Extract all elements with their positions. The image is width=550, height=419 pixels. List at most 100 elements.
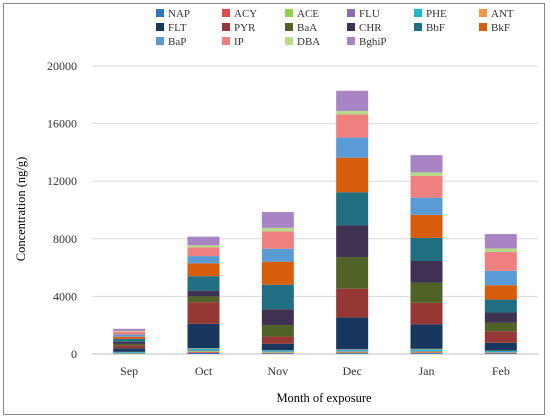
- y-tick-label: 16000: [47, 117, 77, 131]
- legend-swatch: [156, 23, 164, 31]
- x-tick-labels: Sep Oct Nov Dec Jan Feb: [120, 364, 510, 378]
- bar-segment-ace-dec: [336, 351, 369, 353]
- bar-segment-ip-oct: [187, 247, 220, 257]
- bar-segment-nap-jan: [410, 353, 443, 354]
- bar-segment-acy-dec: [336, 352, 369, 354]
- legend-item-flt: FLT: [156, 22, 187, 34]
- legend-swatch: [156, 37, 164, 45]
- legend-swatch: [285, 23, 293, 31]
- bar-segment-phe-feb: [484, 350, 517, 353]
- bar-segment-flt-jan: [410, 324, 443, 349]
- legend-swatch: [479, 9, 487, 17]
- bar-segment-chr-oct: [187, 290, 220, 297]
- legend-item-ip: IP: [222, 36, 244, 48]
- bar-segment-flt-feb: [484, 342, 517, 351]
- legend-label: ACE: [297, 8, 319, 20]
- bar-segment-flu-jan: [410, 350, 443, 352]
- legend-item-flu: FLU: [347, 8, 380, 20]
- bar-segment-pyr-nov: [261, 336, 294, 344]
- bar-segment-bap-dec: [336, 137, 369, 158]
- x-tick-label: Dec: [343, 364, 362, 378]
- bar-segment-acy-oct: [187, 351, 220, 353]
- legend-swatch: [285, 37, 293, 45]
- legend-label: BbF: [426, 22, 445, 34]
- legend-swatch: [222, 37, 230, 45]
- bar-segment-dba-dec: [336, 110, 369, 115]
- bar-segment-baa-dec: [336, 257, 369, 289]
- legend-item-nap: NAP: [156, 8, 190, 20]
- legend-label: ANT: [491, 8, 514, 20]
- legend-swatch: [479, 23, 487, 31]
- legend-swatch: [285, 9, 293, 17]
- legend-item-ant: ANT: [479, 8, 514, 20]
- bar-segment-ip-jan: [410, 176, 443, 198]
- bar-segment-bap-jan: [410, 197, 443, 215]
- legend-item-bghip: BghiP: [347, 36, 387, 48]
- bar-segment-dba-nov: [261, 227, 294, 232]
- bar-segment-bbf-jan: [410, 237, 443, 261]
- bar-segment-bghip-nov: [261, 212, 294, 228]
- bar-segment-baa-nov: [261, 325, 294, 337]
- y-axis-title: Concentration (ng/g): [14, 157, 28, 262]
- y-tick-label: 20000: [47, 59, 77, 73]
- legend-label: PYR: [234, 22, 256, 34]
- bar-segment-bkf-dec: [336, 157, 369, 193]
- legend-label: IP: [234, 36, 244, 48]
- gridlines: [92, 65, 538, 355]
- bar-segment-flt-oct: [187, 323, 220, 349]
- bar-segment-chr-sep: [113, 341, 146, 344]
- legend-label: FLT: [168, 22, 187, 34]
- bar-segment-nap-nov: [261, 353, 294, 354]
- x-tick-label: Feb: [492, 364, 510, 378]
- legend-item-phe: PHE: [414, 8, 447, 20]
- legend-item-bkf: BkF: [479, 22, 510, 34]
- bar-segment-baa-feb: [484, 322, 517, 332]
- legend-swatch: [156, 9, 164, 17]
- bar-segment-bkf-sep: [113, 336, 146, 339]
- bars: [113, 90, 517, 354]
- legend-swatch: [222, 23, 230, 31]
- legend-label: BaP: [168, 36, 186, 48]
- legend-swatch: [347, 23, 355, 31]
- bar-segment-flt-nov: [261, 343, 294, 351]
- legend-label: FLU: [359, 8, 380, 20]
- bar-segment-pyr-oct: [187, 302, 220, 324]
- bar-segment-flt-dec: [336, 317, 369, 350]
- bar-segment-chr-nov: [261, 309, 294, 326]
- bar-segment-bbf-oct: [187, 276, 220, 291]
- legend-swatch: [347, 9, 355, 17]
- bar-segment-nap-oct: [187, 352, 220, 354]
- bar-segment-ip-sep: [113, 331, 146, 335]
- bar-segment-bbf-nov: [261, 284, 294, 310]
- bar-segment-bap-nov: [261, 248, 294, 262]
- bar-segment-pyr-dec: [336, 288, 369, 318]
- legend-item-baa: BaA: [285, 22, 317, 34]
- bar-segment-phe-nov: [261, 350, 294, 352]
- x-tick-label: Sep: [120, 364, 138, 378]
- legend-label: PHE: [426, 8, 447, 20]
- bar-segment-flu-oct: [187, 350, 220, 352]
- bar-segment-ace-nov: [261, 352, 294, 353]
- bar-segment-phe-jan: [410, 349, 443, 351]
- bar-segment-bkf-oct: [187, 263, 220, 277]
- x-tick-label: Oct: [195, 364, 213, 378]
- x-axis-title: Month of exposure: [276, 391, 372, 405]
- bar-segment-bbf-feb: [484, 299, 517, 313]
- bar-segment-bghip-jan: [410, 155, 443, 173]
- legend-swatch: [347, 37, 355, 45]
- bar-segment-bbf-sep: [113, 338, 146, 342]
- legend-item-acy: ACY: [222, 8, 257, 20]
- legend-label: DBA: [297, 36, 320, 48]
- bar-segment-ace-jan: [410, 351, 443, 353]
- bar-segment-bkf-nov: [261, 261, 294, 285]
- y-tick-label: 4000: [53, 289, 77, 303]
- y-tick-label: 0: [71, 347, 77, 361]
- bar-segment-acy-jan: [410, 352, 443, 354]
- legend-item-bbf: BbF: [414, 22, 445, 34]
- bar-segment-bghip-dec: [336, 90, 369, 111]
- legend-item-dba: DBA: [285, 36, 320, 48]
- legend-item-pyr: PYR: [222, 22, 256, 34]
- bar-segment-bkf-jan: [410, 214, 443, 238]
- bar-segment-bghip-oct: [187, 236, 220, 246]
- bar-segment-baa-jan: [410, 282, 443, 303]
